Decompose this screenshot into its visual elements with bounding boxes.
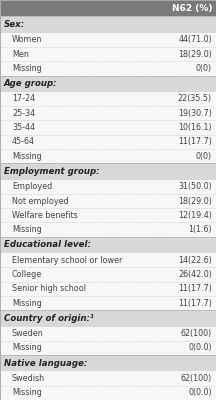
Text: 0(0.0): 0(0.0)	[188, 344, 212, 352]
Text: Missing: Missing	[12, 388, 42, 397]
Text: 12(19.4): 12(19.4)	[178, 211, 212, 220]
Text: 35-44: 35-44	[12, 123, 35, 132]
Text: 19(30.7): 19(30.7)	[178, 109, 212, 118]
Text: 11(17.7): 11(17.7)	[178, 298, 212, 308]
Bar	[0, 163, 216, 180]
Bar	[0, 106, 216, 120]
Bar	[0, 386, 216, 400]
Bar	[0, 296, 216, 310]
Bar	[0, 222, 216, 237]
Text: 22(35.5): 22(35.5)	[178, 94, 212, 104]
Text: Elementary school or lower: Elementary school or lower	[12, 256, 122, 265]
Bar	[0, 16, 216, 33]
Bar	[0, 135, 216, 149]
Text: 0(0): 0(0)	[196, 64, 212, 73]
Bar	[0, 180, 216, 194]
Text: 11(17.7): 11(17.7)	[178, 284, 212, 293]
Text: Missing: Missing	[12, 225, 42, 234]
Bar	[0, 47, 216, 61]
Text: Native language:: Native language:	[4, 359, 87, 368]
Text: Swedish: Swedish	[12, 374, 45, 383]
Text: Not employed: Not employed	[12, 196, 69, 206]
Bar	[0, 92, 216, 106]
Text: Men: Men	[12, 50, 29, 58]
Bar	[0, 149, 216, 163]
Text: Missing: Missing	[12, 344, 42, 352]
Text: 62(100): 62(100)	[181, 329, 212, 338]
Text: 31(50.0): 31(50.0)	[178, 182, 212, 191]
Text: College: College	[12, 270, 42, 279]
Text: Employed: Employed	[12, 182, 52, 191]
Text: Sex:: Sex:	[4, 20, 25, 29]
Bar	[0, 120, 216, 135]
Bar	[0, 61, 216, 76]
Bar	[0, 282, 216, 296]
Bar	[0, 267, 216, 282]
Text: Sweden: Sweden	[12, 329, 44, 338]
Bar	[0, 326, 216, 341]
Bar	[0, 33, 216, 47]
Text: 17-24: 17-24	[12, 94, 35, 104]
Text: Country of origin:¹: Country of origin:¹	[4, 314, 94, 323]
Bar	[0, 194, 216, 208]
Text: 10(16.1): 10(16.1)	[178, 123, 212, 132]
Text: Educational level:: Educational level:	[4, 240, 91, 249]
Text: Missing: Missing	[12, 64, 42, 73]
Bar	[0, 237, 216, 253]
Text: Senior high school: Senior high school	[12, 284, 86, 293]
Text: 0(0): 0(0)	[196, 152, 212, 161]
Text: 25-34: 25-34	[12, 109, 35, 118]
Text: Missing: Missing	[12, 298, 42, 308]
Bar	[0, 372, 216, 386]
Text: 44(71.0): 44(71.0)	[178, 35, 212, 44]
Bar	[0, 355, 216, 372]
Text: 62(100): 62(100)	[181, 374, 212, 383]
Bar	[0, 208, 216, 222]
Text: 18(29.0): 18(29.0)	[178, 196, 212, 206]
Text: 45-64: 45-64	[12, 137, 35, 146]
Bar	[0, 310, 216, 326]
Text: Missing: Missing	[12, 152, 42, 161]
Bar	[0, 341, 216, 355]
Text: 26(42.0): 26(42.0)	[178, 270, 212, 279]
Bar	[0, 0, 216, 16]
Text: 11(17.7): 11(17.7)	[178, 137, 212, 146]
Text: 0(0.0): 0(0.0)	[188, 388, 212, 397]
Text: 14(22.6): 14(22.6)	[178, 256, 212, 265]
Bar	[0, 253, 216, 267]
Text: 18(29.0): 18(29.0)	[178, 50, 212, 58]
Bar	[0, 76, 216, 92]
Text: Welfare benefits: Welfare benefits	[12, 211, 78, 220]
Text: 1(1.6): 1(1.6)	[188, 225, 212, 234]
Text: Women: Women	[12, 35, 42, 44]
Text: Age group:: Age group:	[4, 79, 58, 88]
Text: Employment group:: Employment group:	[4, 167, 100, 176]
Text: N62 (%): N62 (%)	[172, 4, 212, 13]
